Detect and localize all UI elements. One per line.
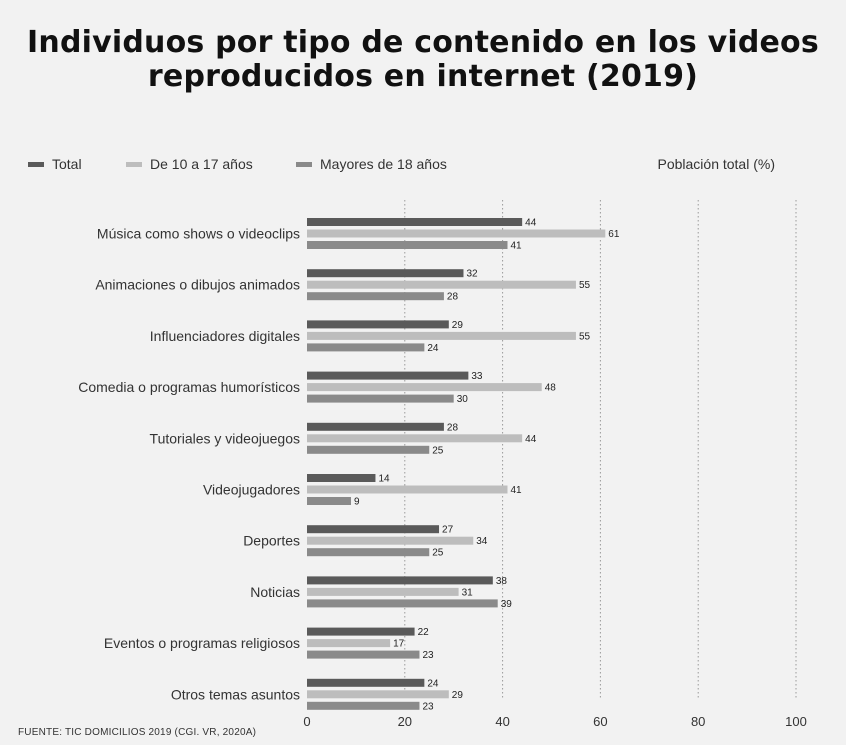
x-axis-ticks: 0 20 40 60 80 100 [303, 714, 806, 729]
value-label-6-1: 34 [476, 536, 488, 547]
bar-1-1 [307, 280, 576, 289]
bar-1-2 [307, 292, 444, 301]
bar-6-2 [307, 548, 430, 557]
bar-7-1 [307, 587, 459, 596]
x-tick-label-40: 40 [495, 714, 509, 729]
legend-label-0: Total [52, 156, 82, 172]
x-tick-label-20: 20 [398, 714, 412, 729]
legend-swatch-2 [296, 162, 312, 167]
category-label-8: Eventos o programas religiosos [104, 635, 300, 651]
bar-2-2 [307, 343, 425, 352]
x-tick-label-80: 80 [691, 714, 705, 729]
bar-8-2 [307, 650, 420, 659]
bar-4-2 [307, 445, 430, 454]
bar-8-0 [307, 627, 415, 636]
bar-8-1 [307, 639, 391, 648]
category-labels: Música como shows o videoclips Animacione… [78, 226, 300, 703]
category-label-7: Noticias [250, 584, 300, 600]
grid-lines [404, 200, 797, 700]
bar-9-0 [307, 678, 425, 687]
bar-6-1 [307, 536, 474, 545]
bar-9-1 [307, 690, 449, 699]
category-label-1: Animaciones o dibujos animados [95, 277, 300, 293]
value-label-4-0: 28 [447, 422, 459, 433]
bar-5-2 [307, 497, 352, 505]
bar-5-0 [307, 474, 376, 482]
value-label-2-1: 55 [579, 331, 591, 342]
value-label-0-2: 41 [510, 241, 522, 252]
value-label-8-0: 22 [418, 627, 430, 638]
bars: 44 61 41 32 55 28 29 55 24 33 48 30 28 44 25 14 41 9 27 34 2… [307, 218, 620, 712]
chart-title-line-1: Individuos por tipo de contenido en los … [27, 25, 819, 60]
value-label-4-2: 25 [432, 445, 444, 456]
legend-swatch-1 [126, 162, 142, 167]
legend: Total De 10 a 17 años Mayores de 18 años [28, 156, 447, 172]
bar-4-0 [307, 422, 444, 431]
value-label-6-0: 27 [442, 525, 454, 536]
bar-0-2 [307, 241, 508, 249]
chart-title: Individuos por tipo de contenido en los … [0, 26, 846, 94]
value-label-1-2: 28 [447, 292, 459, 303]
value-label-1-0: 32 [466, 269, 478, 280]
value-label-0-0: 44 [525, 218, 537, 229]
axis-title: Población total (%) [657, 156, 775, 172]
legend-label-2: Mayores de 18 años [320, 156, 447, 172]
value-label-9-0: 24 [427, 678, 439, 689]
value-label-9-1: 29 [452, 690, 464, 701]
bar-3-1 [307, 383, 542, 392]
bar-6-0 [307, 525, 440, 534]
value-label-3-1: 48 [545, 383, 557, 394]
value-label-5-0: 14 [378, 474, 390, 485]
source-note: FUENTE: TIC DOMICILIOS 2019 (CGI. VR, 20… [18, 727, 257, 738]
value-label-7-2: 39 [501, 599, 513, 610]
value-label-6-2: 25 [432, 548, 444, 559]
value-label-8-2: 23 [422, 650, 434, 661]
bar-1-0 [307, 269, 464, 278]
bar-5-1 [307, 485, 508, 494]
value-label-7-1: 31 [462, 587, 474, 598]
value-label-1-1: 55 [579, 280, 591, 291]
value-label-0-1: 61 [608, 229, 620, 240]
legend-swatch-0 [28, 162, 44, 167]
category-label-4: Tutoriales y videojuegos [150, 430, 300, 446]
bar-4-1 [307, 434, 523, 443]
bar-0-0 [307, 218, 523, 226]
bar-3-0 [307, 371, 469, 380]
value-label-3-0: 33 [471, 371, 483, 382]
bar-7-0 [307, 576, 493, 585]
x-tick-label-60: 60 [593, 714, 607, 729]
chart-title-line-2: reproducidos en internet (2019) [147, 59, 699, 94]
x-tick-label-100: 100 [785, 714, 807, 729]
value-label-2-2: 24 [427, 343, 439, 354]
value-label-9-2: 23 [422, 701, 434, 712]
legend-label-1: De 10 a 17 años [150, 156, 253, 172]
bar-2-1 [307, 331, 576, 340]
value-label-7-0: 38 [496, 576, 508, 587]
value-label-8-1: 17 [393, 639, 405, 650]
category-label-6: Deportes [243, 533, 300, 549]
category-label-2: Influenciadores digitales [150, 328, 300, 344]
bar-0-1 [307, 229, 606, 238]
category-label-9: Otros temas asuntos [171, 686, 300, 702]
category-label-5: Videojugadores [203, 482, 300, 498]
bar-2-0 [307, 320, 449, 329]
bar-9-2 [307, 701, 420, 710]
bar-7-2 [307, 599, 498, 608]
x-tick-label-0: 0 [303, 714, 310, 729]
value-label-3-2: 30 [457, 394, 469, 405]
bar-3-2 [307, 394, 454, 403]
value-label-5-1: 41 [510, 485, 522, 496]
value-label-2-0: 29 [452, 320, 464, 331]
category-label-0: Música como shows o videoclips [97, 226, 300, 242]
value-label-5-2: 9 [354, 497, 360, 508]
category-label-3: Comedia o programas humorísticos [78, 379, 300, 395]
value-label-4-1: 44 [525, 434, 537, 445]
